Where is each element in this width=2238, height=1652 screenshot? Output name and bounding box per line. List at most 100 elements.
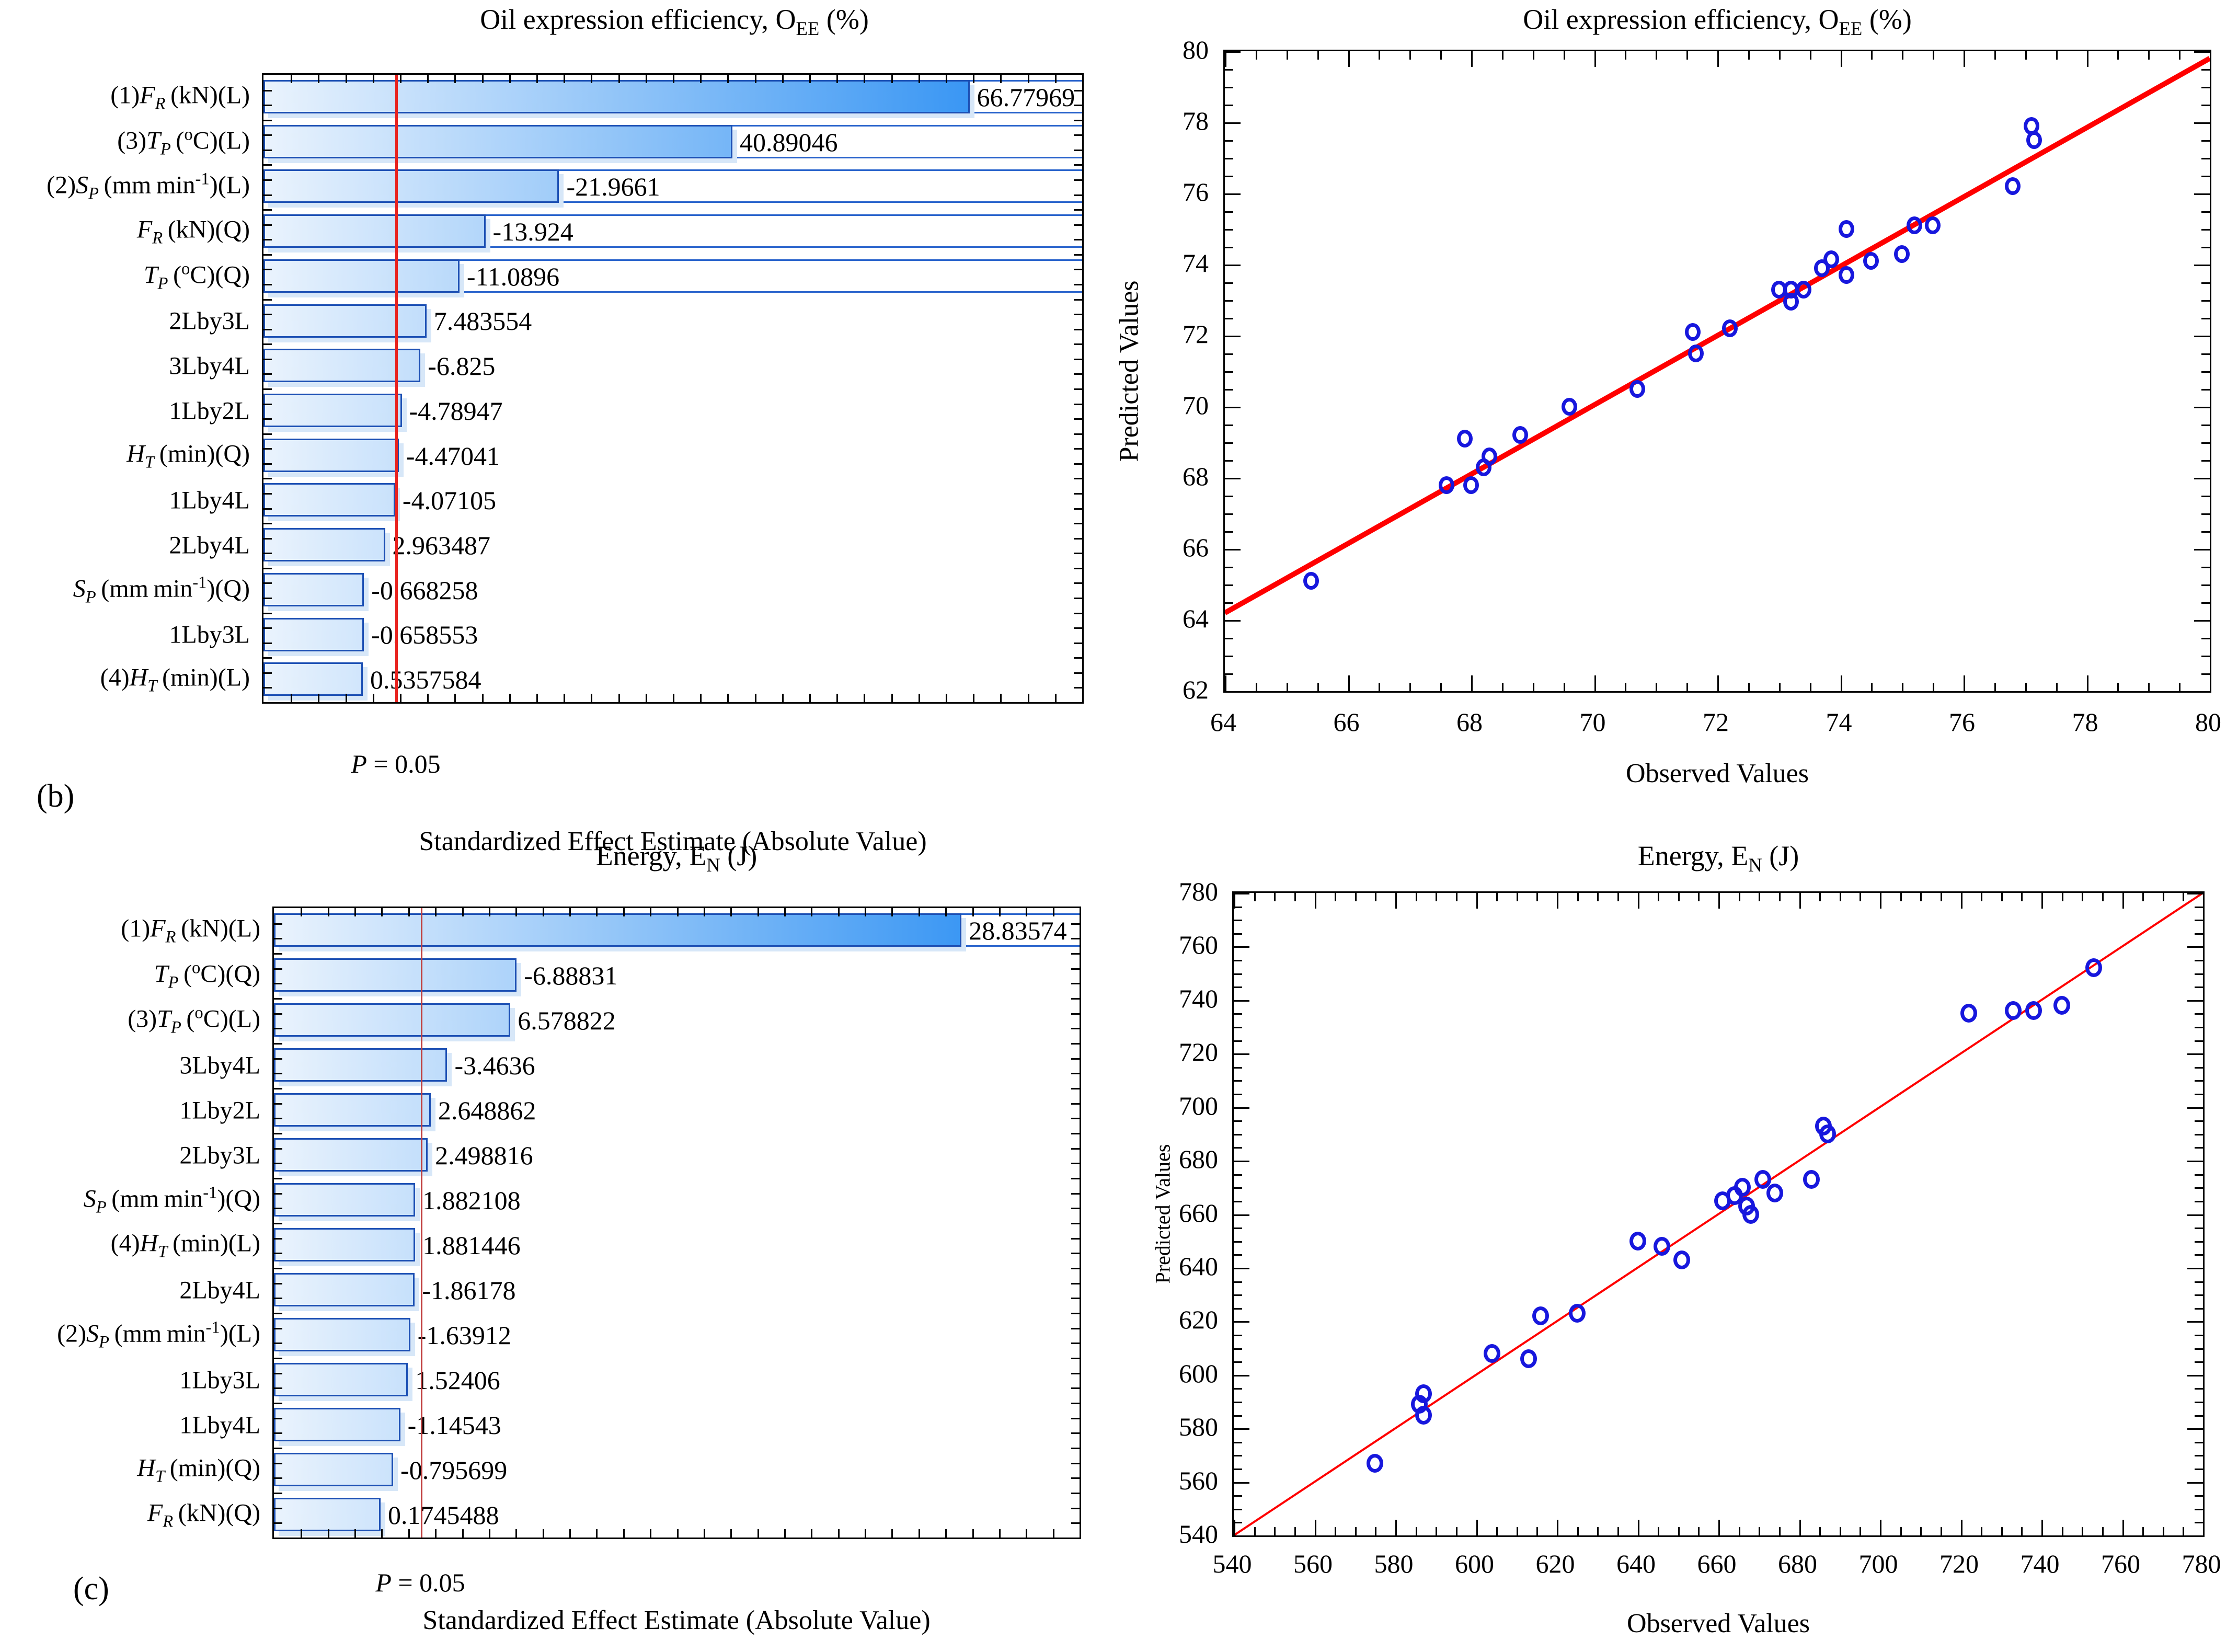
axis-tick xyxy=(673,75,674,83)
y-tick-label: 72 xyxy=(1183,319,1209,349)
axis-tick xyxy=(1071,1417,1080,1419)
significance-line xyxy=(421,908,422,1538)
axis-tick xyxy=(1234,1401,1242,1403)
axis-tick xyxy=(1471,51,1473,67)
y-tick-label: 540 xyxy=(1179,1519,1218,1548)
axis-tick xyxy=(488,908,490,916)
axis-tick xyxy=(1738,893,1740,901)
axis-tick xyxy=(274,983,282,985)
bar-category-label: (2)SP (mm min-1)(L) xyxy=(57,1318,260,1352)
scatter-point xyxy=(1415,1384,1432,1403)
axis-tick xyxy=(274,923,282,925)
axis-tick xyxy=(1071,938,1080,940)
axis-tick xyxy=(1026,1529,1028,1538)
axis-tick xyxy=(1071,1493,1080,1494)
axis-tick xyxy=(1871,683,1873,691)
scatter-point xyxy=(1839,266,1855,284)
bar-extent-line xyxy=(263,214,1082,216)
axis-tick xyxy=(263,598,272,599)
bar-category-label: 3Lby4L xyxy=(179,1051,260,1080)
axis-tick xyxy=(427,694,429,702)
axis-tick xyxy=(263,209,272,211)
axis-tick xyxy=(1071,1253,1080,1255)
axis-tick xyxy=(2195,986,2203,989)
bar-category-label: 2Lby4L xyxy=(169,531,250,559)
axis-tick xyxy=(1225,69,1233,71)
bar-category-label: TP (oC)(Q) xyxy=(143,259,250,293)
axis-tick xyxy=(2187,1000,2203,1002)
bar-extent-line xyxy=(263,246,1082,248)
axis-tick xyxy=(2195,1348,2203,1350)
axis-tick xyxy=(515,908,518,916)
scatter-point xyxy=(1562,398,1578,416)
axis-tick xyxy=(1234,1321,1249,1323)
axis-tick xyxy=(1637,893,1639,909)
axis-tick xyxy=(274,938,282,940)
axis-tick xyxy=(1225,478,1241,479)
axis-tick xyxy=(1027,694,1029,702)
axis-tick xyxy=(2195,1508,2203,1510)
axis-tick xyxy=(1074,418,1082,420)
axis-tick xyxy=(274,1372,282,1374)
axis-tick xyxy=(263,373,272,375)
axis-tick xyxy=(1074,149,1082,151)
axis-tick xyxy=(1860,893,1862,901)
axis-tick xyxy=(946,75,947,83)
axis-tick xyxy=(1071,1432,1080,1435)
axis-tick xyxy=(1225,496,1233,497)
axis-tick xyxy=(263,149,272,151)
axis-tick xyxy=(2201,638,2210,639)
bar-value-label: 0.5357584 xyxy=(370,665,481,695)
axis-tick xyxy=(2194,691,2210,693)
axis-tick xyxy=(703,908,705,916)
axis-tick xyxy=(1900,893,1902,901)
axis-tick xyxy=(1225,336,1241,337)
pareto-bar xyxy=(263,617,364,651)
fit-line-svg xyxy=(1225,56,2210,615)
axis-tick xyxy=(1994,51,1996,60)
axis-tick xyxy=(2201,496,2210,497)
axis-tick xyxy=(2201,229,2210,231)
axis-tick xyxy=(1071,1192,1080,1195)
axis-tick xyxy=(999,908,1001,916)
scatter-oee-plot-area xyxy=(1223,50,2211,693)
scatter-point xyxy=(1629,1231,1646,1251)
axis-tick xyxy=(1294,1527,1296,1535)
bar-category-label: 2Lby3L xyxy=(169,307,250,335)
scatter-point xyxy=(1673,1250,1691,1269)
y-tick-label: 780 xyxy=(1179,877,1218,906)
axis-tick xyxy=(481,75,484,83)
axis-tick xyxy=(1274,893,1276,901)
scatter-point xyxy=(1438,476,1454,494)
axis-tick xyxy=(1748,51,1750,60)
axis-tick xyxy=(1074,314,1082,316)
axis-tick xyxy=(263,254,272,256)
bar-value-label: 0.1745488 xyxy=(387,1500,499,1530)
axis-tick xyxy=(1964,675,1965,691)
axis-tick xyxy=(1234,1040,1242,1042)
axis-tick xyxy=(918,1529,920,1538)
bar-value-label: -0.795699 xyxy=(400,1455,508,1485)
axis-tick xyxy=(274,1208,282,1210)
axis-tick xyxy=(700,694,702,702)
axis-tick xyxy=(1071,1133,1080,1134)
pareto-bar xyxy=(263,349,421,383)
y-tick-label: 720 xyxy=(1179,1037,1218,1067)
axis-tick xyxy=(263,612,272,614)
axis-tick xyxy=(1234,906,1242,908)
axis-tick xyxy=(301,1529,303,1538)
axis-tick xyxy=(1225,282,1233,284)
axis-tick xyxy=(2201,460,2210,462)
axis-tick xyxy=(1871,51,1873,60)
axis-tick xyxy=(1234,1520,1235,1535)
axis-tick xyxy=(1536,893,1539,901)
axis-tick xyxy=(2148,51,2150,60)
bar-value-label: 1.881446 xyxy=(422,1231,521,1260)
axis-tick xyxy=(2195,1294,2203,1297)
axis-tick xyxy=(274,1223,282,1224)
bar-value-label: -1.63912 xyxy=(417,1321,511,1350)
axis-tick xyxy=(1375,893,1377,901)
axis-tick xyxy=(1074,239,1082,241)
axis-tick xyxy=(2195,1174,2203,1176)
